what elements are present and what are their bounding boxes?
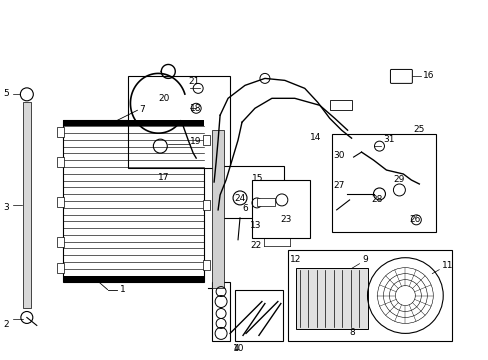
Text: 21: 21 bbox=[188, 77, 199, 86]
Text: 3: 3 bbox=[3, 203, 9, 212]
Bar bbox=[256, 198, 274, 206]
Text: 25: 25 bbox=[412, 125, 424, 134]
Text: 16: 16 bbox=[423, 71, 434, 80]
Bar bbox=[62, 120, 203, 126]
Text: 26: 26 bbox=[408, 215, 420, 224]
Text: 8: 8 bbox=[349, 328, 355, 337]
Bar bbox=[57, 157, 63, 167]
Bar bbox=[57, 197, 63, 207]
Text: 13: 13 bbox=[249, 221, 261, 230]
Bar bbox=[203, 200, 210, 210]
Text: 17: 17 bbox=[158, 173, 169, 182]
Bar bbox=[235, 289, 282, 341]
Bar bbox=[203, 135, 210, 145]
Text: 20: 20 bbox=[158, 94, 169, 103]
Text: 22: 22 bbox=[249, 241, 261, 250]
Bar bbox=[212, 130, 224, 288]
Text: 15: 15 bbox=[251, 174, 263, 183]
Text: 1: 1 bbox=[119, 284, 125, 293]
Text: 10: 10 bbox=[233, 344, 244, 353]
Text: 6: 6 bbox=[242, 204, 247, 213]
Text: 12: 12 bbox=[289, 255, 301, 264]
Bar bbox=[331, 134, 435, 232]
Text: 9: 9 bbox=[362, 255, 367, 264]
Text: 28: 28 bbox=[371, 195, 382, 204]
Text: 31: 31 bbox=[383, 135, 394, 144]
Text: 4: 4 bbox=[234, 344, 239, 353]
Text: 24: 24 bbox=[234, 194, 245, 203]
Text: 2: 2 bbox=[3, 320, 9, 329]
Bar bbox=[203, 260, 210, 270]
Text: 29: 29 bbox=[393, 175, 404, 184]
Bar bbox=[57, 263, 63, 273]
Text: 23: 23 bbox=[279, 215, 291, 224]
Bar bbox=[295, 268, 367, 329]
Text: 18: 18 bbox=[190, 104, 201, 113]
Text: 30: 30 bbox=[333, 151, 345, 160]
FancyBboxPatch shape bbox=[389, 69, 411, 84]
Bar bbox=[57, 127, 63, 137]
Bar bbox=[329, 100, 351, 110]
Bar bbox=[23, 102, 31, 307]
Bar bbox=[62, 120, 203, 282]
Bar bbox=[222, 166, 283, 218]
Bar bbox=[287, 250, 451, 341]
Bar bbox=[128, 76, 229, 168]
Text: 11: 11 bbox=[441, 261, 453, 270]
Bar bbox=[212, 282, 229, 341]
Text: 19: 19 bbox=[190, 137, 201, 146]
Text: 7: 7 bbox=[139, 105, 145, 114]
Text: 14: 14 bbox=[309, 133, 321, 142]
Bar bbox=[57, 237, 63, 247]
Bar bbox=[62, 276, 203, 282]
Bar bbox=[251, 180, 309, 238]
Text: 27: 27 bbox=[333, 181, 345, 190]
Text: 5: 5 bbox=[3, 89, 9, 98]
